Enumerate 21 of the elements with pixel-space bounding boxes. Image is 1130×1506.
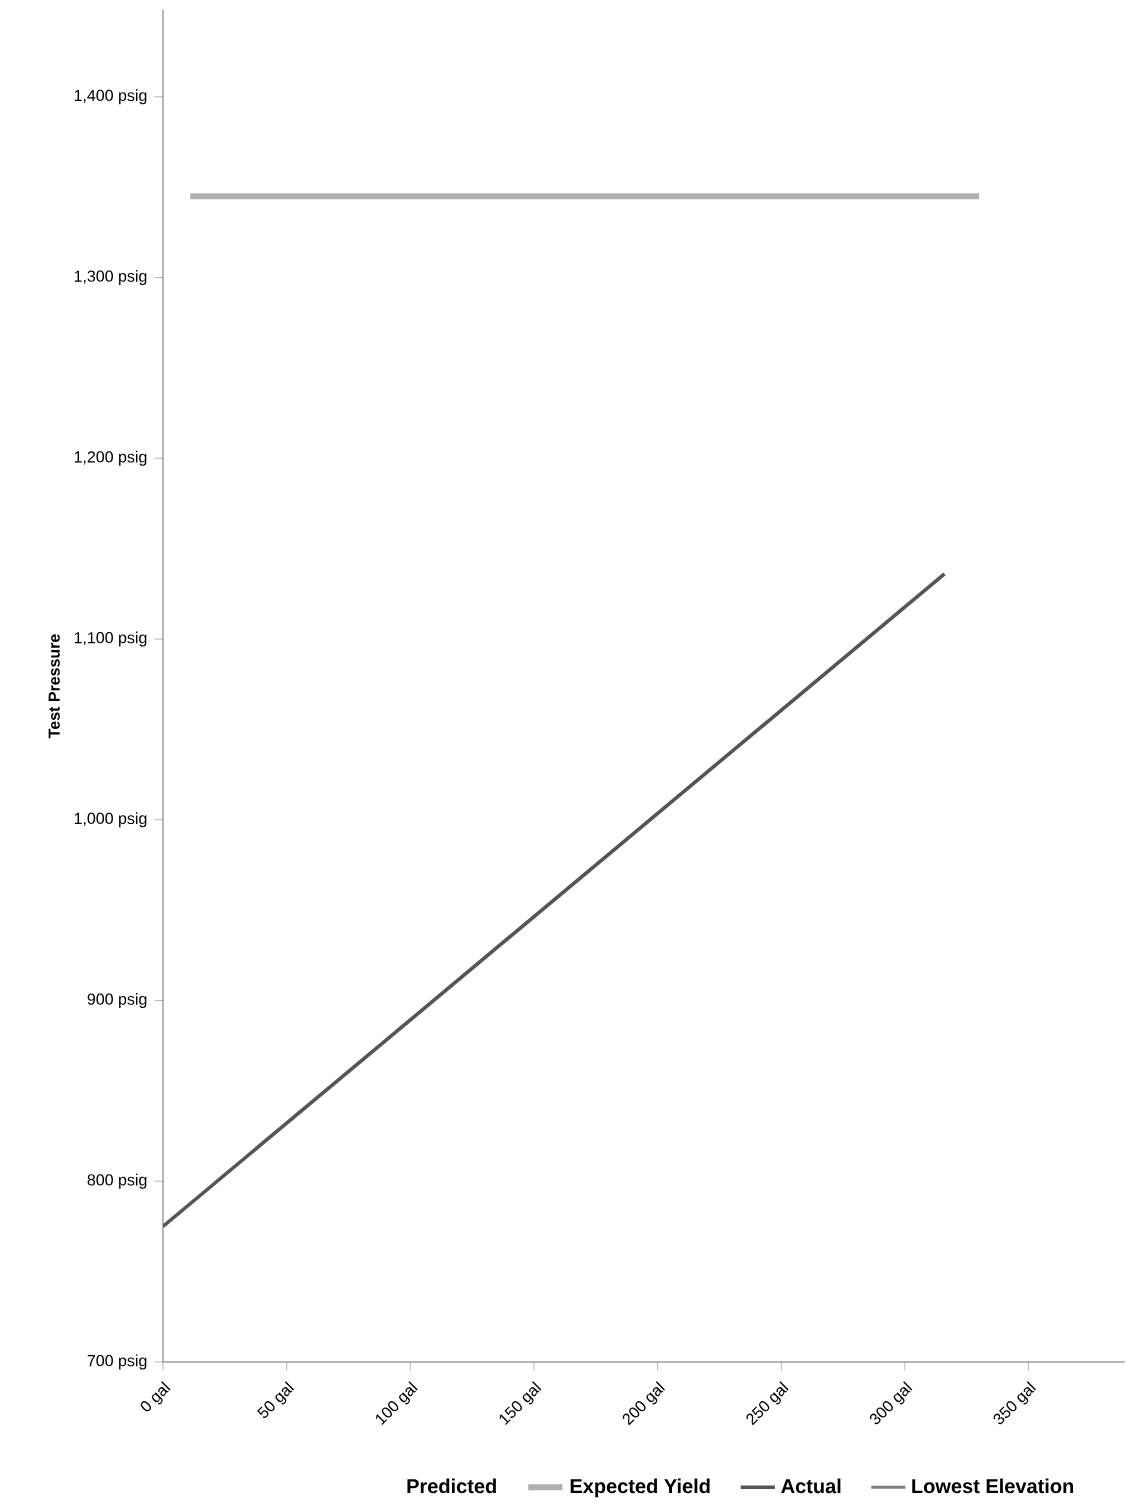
text: Predicted [407, 1478, 496, 1494]
legend-label: Actual [781, 1478, 841, 1494]
y-axis-title: Test Pressure [48, 634, 60, 739]
x-tick-label: 300 gal [869, 1381, 913, 1425]
legend-label: Lowest Elevation [912, 1478, 1074, 1494]
y-tick-label: 900 psig [87, 993, 147, 1008]
y-tick-label: 1,400 psig [74, 89, 147, 105]
y-tick-label: 1,100 psig [74, 631, 147, 647]
y-tick-label: 800 psig [87, 1173, 147, 1189]
x-tick-label: 250 gal [746, 1381, 789, 1426]
x-tick-label: 200 gal [622, 1381, 666, 1426]
x-tick-label: 50 gal [257, 1381, 295, 1418]
x-tick-label: 350 gal [993, 1381, 1036, 1425]
y-tick-label: 1,000 psig [74, 812, 147, 828]
y-tick-label: 1,200 psig [74, 450, 147, 466]
x-tick-label: 150 gal [499, 1381, 542, 1425]
x-tick-label: 100 gal [375, 1381, 418, 1425]
y-tick-label: 1,300 psig [74, 270, 147, 285]
legend-label: Expected Yield [570, 1478, 710, 1498]
x-tick-label: 0 gal [140, 1381, 171, 1412]
y-tick-label: 700 psig [87, 1354, 147, 1370]
